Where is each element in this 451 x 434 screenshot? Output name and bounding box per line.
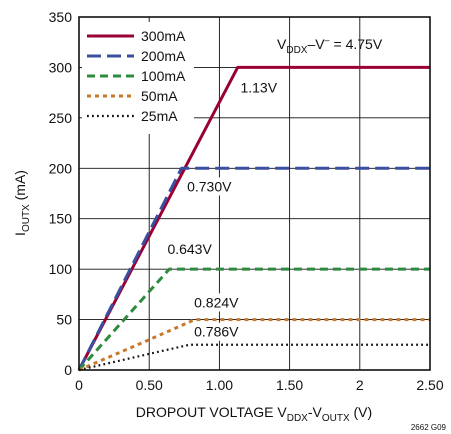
- series-line-200ma: [77, 166, 430, 371]
- legend: 300mA 200mA 100mA 50mA 25mA: [87, 28, 186, 124]
- x-tick-label: 1.50: [276, 377, 303, 393]
- legend-label-200ma: 200mA: [141, 48, 186, 64]
- series-line-25ma: [78, 343, 430, 372]
- series-line-100ma: [77, 267, 430, 372]
- annotation-label: 0.786V: [194, 324, 239, 340]
- annotation-bg: [165, 240, 218, 259]
- legend-label-100ma: 100mA: [141, 68, 186, 84]
- x-tick-label: 1.00: [206, 377, 233, 393]
- annotation-bg: [192, 322, 245, 341]
- annotation-label: 0.824V: [194, 294, 239, 310]
- annotations: 1.13V 0.730V 0.643V 0.824V 0.786V: [165, 78, 283, 341]
- y-tick-label: 150: [49, 211, 73, 227]
- legend-label-25ma: 25mA: [141, 108, 178, 124]
- condition-label: VDDX–V– = 4.75V: [277, 35, 383, 56]
- series-lines: [77, 65, 430, 372]
- series-line-50ma: [78, 318, 430, 372]
- legend-background: [82, 22, 194, 134]
- y-tick-label: 50: [56, 312, 72, 328]
- x-tick-label: 2: [356, 377, 364, 393]
- y-tick-label: 350: [49, 9, 73, 25]
- y-tick-label: 250: [49, 110, 73, 126]
- annotation-label: 0.730V: [187, 178, 232, 194]
- y-axis-ticks: 0 50 100 150 200 250 300 350: [49, 9, 73, 378]
- annotation-label: 0.643V: [167, 241, 212, 257]
- plot-frame: [78, 16, 431, 371]
- legend-label-300ma: 300mA: [141, 28, 186, 44]
- legend-label-50ma: 50mA: [141, 88, 178, 104]
- y-tick-label: 0: [64, 362, 72, 378]
- figure-id: 2662 G09: [411, 423, 447, 432]
- x-axis-label: DROPOUT VOLTAGE VDDX-VOUTX (V): [136, 404, 372, 424]
- y-tick-label: 200: [49, 160, 73, 176]
- x-tick-label: 0: [75, 377, 83, 393]
- x-axis-ticks: 0 0.50 1.00 1.50 2 2.50: [75, 377, 444, 393]
- x-tick-label: 0.50: [136, 377, 163, 393]
- y-tick-label: 300: [49, 59, 73, 75]
- annotation-bg: [192, 293, 245, 312]
- annotation-bg: [238, 78, 283, 97]
- annotation-label: 1.13V: [240, 80, 277, 96]
- y-axis-label: IOUTX (mA): [12, 170, 32, 236]
- y-tick-label: 100: [49, 261, 73, 277]
- annotation-bg: [185, 177, 238, 196]
- x-tick-label: 2.50: [416, 377, 443, 393]
